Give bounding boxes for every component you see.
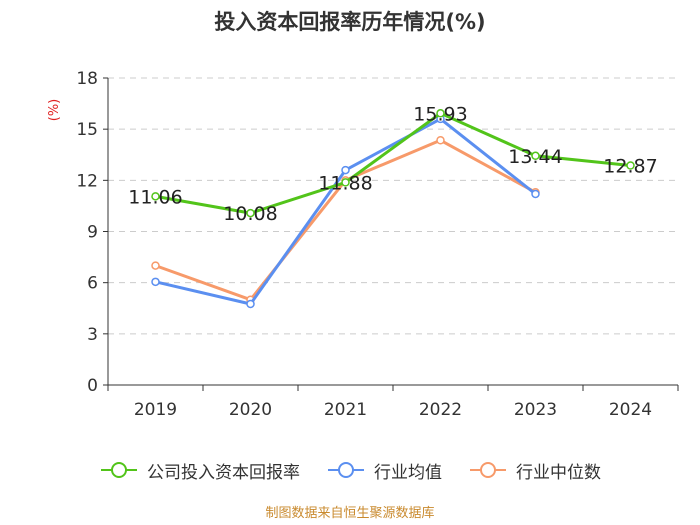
series-point — [341, 178, 350, 187]
x-tick-label: 2023 — [514, 400, 557, 420]
series-point — [436, 109, 445, 118]
series-point — [341, 165, 350, 175]
x-tick-label: 2020 — [229, 400, 272, 420]
y-tick-label: 18 — [76, 69, 98, 89]
y-axis-label: (%) — [47, 99, 62, 122]
x-tick-label: 2021 — [324, 400, 367, 420]
series-layer — [151, 109, 635, 309]
chart-title: 投入资本回报率历年情况(%) — [214, 10, 486, 34]
legend: 公司投入资本回报率 行业均值 行业中位数 — [0, 455, 700, 485]
series-point — [151, 192, 160, 201]
grid-lines — [108, 77, 678, 335]
data-label: 12.87 — [603, 155, 657, 177]
series-point — [531, 189, 540, 199]
x-tick-label: 2022 — [419, 400, 462, 420]
data-label: 11.06 — [128, 186, 182, 208]
legend-marker-industry-mean — [328, 462, 364, 478]
data-labels: 11.06 10.08 11.88 15.93 13.44 12.87 — [128, 103, 657, 225]
legend-marker-company — [101, 462, 137, 478]
legend-item-company[interactable]: 公司投入资本回报率 — [99, 458, 300, 483]
data-label: 11.88 — [318, 172, 372, 194]
y-tick-label: 15 — [76, 120, 98, 140]
legend-item-industry-median[interactable]: 行业中位数 — [468, 458, 601, 483]
data-label: 13.44 — [508, 146, 562, 168]
y-tick-label: 12 — [76, 171, 98, 191]
data-label: 10.08 — [223, 203, 277, 225]
data-label: 15.93 — [413, 103, 467, 125]
legend-label-industry-median: 行业中位数 — [516, 462, 601, 483]
data-source: 制图数据来自恒生聚源数据库 — [265, 506, 435, 521]
legend-label-company: 公司投入资本回报率 — [147, 462, 300, 483]
series-point — [246, 299, 255, 309]
y-tick-label: 3 — [87, 325, 98, 345]
series-point — [436, 136, 445, 145]
legend-item-industry-mean[interactable]: 行业均值 — [326, 458, 442, 483]
series-line — [155, 111, 631, 215]
y-tick-label: 6 — [87, 274, 98, 294]
series-point — [626, 161, 635, 170]
series-point — [531, 151, 540, 161]
series-line — [155, 117, 537, 306]
axes: 0 3 6 9 12 15 18 2019 2020 2021 2022 2023 2024 (%) — [47, 69, 679, 420]
line-chart: 0 3 6 9 12 15 18 2019 2020 2021 2022 2023 2024 (%) 11… — [47, 69, 679, 420]
series-point — [246, 208, 255, 218]
series-point — [151, 261, 160, 270]
x-tick-label: 2019 — [134, 400, 177, 420]
legend-marker-industry-median — [470, 462, 506, 478]
legend-label-industry-mean: 行业均值 — [374, 462, 442, 483]
y-tick-label: 0 — [87, 376, 98, 396]
x-tick-label: 2024 — [609, 400, 652, 420]
series-line — [154, 138, 537, 302]
series-point — [151, 277, 160, 287]
y-tick-label: 9 — [87, 223, 98, 243]
